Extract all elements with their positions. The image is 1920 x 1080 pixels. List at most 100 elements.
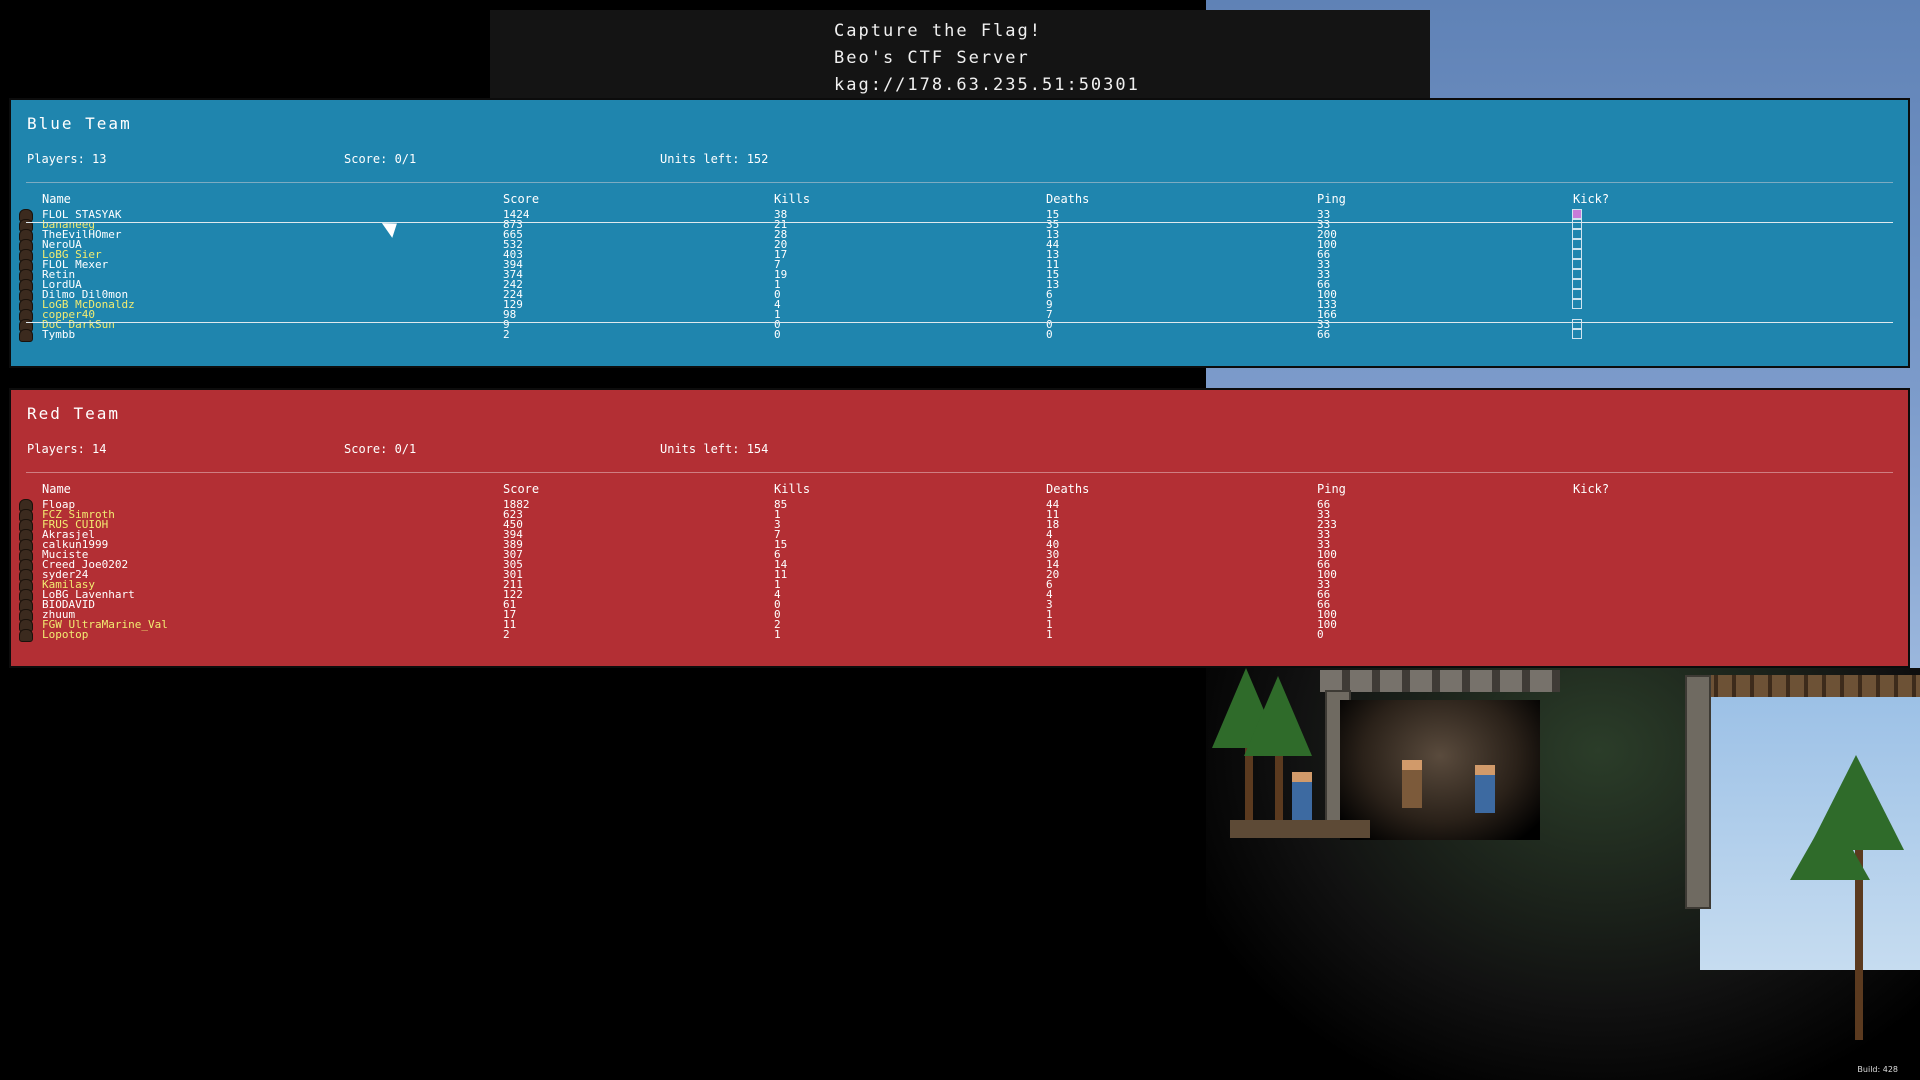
- player-ping: 33: [1317, 268, 1331, 281]
- player-head-icon: [19, 629, 33, 642]
- units-left: Units left: 154: [660, 442, 769, 456]
- player-row[interactable]: LoBG Sier 403 17 13 66: [11, 249, 1908, 262]
- player-name: LoBG Lavenhart: [42, 588, 135, 601]
- server-address: kag://178.63.235.51:50301: [834, 75, 1140, 95]
- player-kills: 1: [774, 278, 781, 291]
- kick-checkbox[interactable]: [1572, 279, 1582, 289]
- kick-checkbox[interactable]: [1572, 299, 1582, 309]
- player-kills: 15: [774, 538, 788, 551]
- player-list: FLOL STASYAK 1424 38 15 33 bananeeg 873 21 35 33 T…: [11, 209, 1908, 342]
- player-score: 9: [503, 318, 510, 331]
- player-row[interactable]: syder24 301 11 20 100: [11, 568, 1908, 582]
- player-row[interactable]: FLOL STASYAK 1424 38 15 33: [11, 209, 1908, 222]
- player-row[interactable]: NeroUA 532 20 44 100: [11, 238, 1908, 252]
- player-row[interactable]: LordUA 242 1 13 66: [11, 278, 1908, 292]
- pine-tree: [1790, 810, 1870, 880]
- player-ping: 33: [1317, 508, 1331, 521]
- player-deaths: 44: [1046, 498, 1060, 511]
- player-row[interactable]: FLOL Mexer 394 7 11 33: [11, 258, 1908, 272]
- player-kills: 85: [774, 498, 788, 511]
- stone-roof: [1320, 670, 1560, 692]
- kick-checkbox[interactable]: [1572, 229, 1582, 239]
- player-row[interactable]: Creed Joe0202 305 14 14 66: [11, 558, 1908, 572]
- player-kills: 3: [774, 518, 781, 531]
- player-score: 665: [503, 228, 523, 241]
- player-kills: 14: [774, 558, 788, 571]
- row-divider: [26, 322, 1893, 323]
- player-kills: 1: [774, 578, 781, 591]
- player-kills: 19: [774, 268, 788, 281]
- player-ping: 66: [1317, 558, 1331, 571]
- player-row[interactable]: Kamilasy 211 1 6 33: [11, 578, 1908, 592]
- player-deaths: 35: [1046, 218, 1060, 231]
- player-deaths: 40: [1046, 538, 1060, 551]
- player-deaths: 30: [1046, 548, 1060, 561]
- player-row[interactable]: bananeeg 873 21 35 33: [11, 218, 1908, 232]
- player-score: 307: [503, 548, 523, 561]
- kick-checkbox[interactable]: [1572, 239, 1582, 249]
- player-kills: 4: [774, 588, 781, 601]
- player-row[interactable]: Muciste 307 6 30 100: [11, 548, 1908, 562]
- player-kills: 7: [774, 258, 781, 271]
- player-row[interactable]: zhuum 17 0 1 100: [11, 608, 1908, 622]
- player-list: Floap 1882 85 44 66 FCZ Simroth 623 1 11 33 FRUS C…: [11, 498, 1908, 642]
- player-deaths: 0: [1046, 318, 1053, 331]
- kick-checkbox[interactable]: [1572, 329, 1582, 339]
- kick-checkbox[interactable]: [1572, 269, 1582, 279]
- players-count: Players: 14: [27, 442, 107, 456]
- player-row[interactable]: calkun1999 389 15 40 33: [11, 538, 1908, 552]
- row-divider: [26, 222, 1893, 223]
- player-name: calkun1999: [42, 538, 109, 551]
- player-ping: 33: [1317, 538, 1331, 551]
- player-row[interactable]: FGW UltraMarine_Val 11 2 1 100: [11, 619, 1908, 632]
- player-row[interactable]: Dilmo Dil0mon 224 0 6 100: [11, 288, 1908, 302]
- player-ping: 0: [1317, 628, 1324, 641]
- player-ping: 166: [1317, 308, 1337, 321]
- player-row[interactable]: Floap 1882 85 44 66: [11, 498, 1908, 512]
- column-header-score: Score: [503, 482, 540, 496]
- player-row[interactable]: BIODAVID 61 0 3 66: [11, 599, 1908, 612]
- player-name: DoC DarkSun: [42, 318, 115, 331]
- player-row[interactable]: FRUS CUIOH 450 3 18 233: [11, 518, 1908, 532]
- player-row[interactable]: Akrasjel 394 7 4 33: [11, 529, 1908, 542]
- player-deaths: 0: [1046, 328, 1053, 341]
- player-name: TheEvilHOmer: [42, 228, 122, 241]
- player-score: 873: [503, 218, 523, 231]
- palm-tree: [1244, 676, 1312, 756]
- player-row[interactable]: FCZ Simroth 623 1 11 33: [11, 508, 1908, 522]
- player-ping: 33: [1317, 578, 1331, 591]
- player-ping: 200: [1317, 228, 1337, 241]
- player-row[interactable]: copper40 98 1 7 166: [11, 308, 1908, 322]
- player-kills: 11: [774, 568, 788, 581]
- player-kills: 0: [774, 608, 781, 621]
- player-deaths: 1: [1046, 608, 1053, 621]
- player-row[interactable]: LoBG Lavenhart 122 4 4 66: [11, 588, 1908, 602]
- player-score: 242: [503, 278, 523, 291]
- player-score: 122: [503, 588, 523, 601]
- tree-trunk: [1855, 850, 1863, 1040]
- player-row[interactable]: Lopotop 2 1 1 0: [11, 628, 1908, 642]
- kick-checkbox[interactable]: [1572, 289, 1582, 299]
- player-score: 450: [503, 518, 523, 531]
- player-kills: 0: [774, 318, 781, 331]
- column-header-name: Name: [42, 482, 71, 496]
- player-kills: 21: [774, 218, 788, 231]
- player-row[interactable]: Retin 374 19 15 33: [11, 268, 1908, 282]
- player-row[interactable]: TheEvilHOmer 665 28 13 200: [11, 228, 1908, 242]
- player-score: 389: [503, 538, 523, 551]
- player-row[interactable]: Tymbb 2 0 0 66: [11, 328, 1908, 342]
- kick-checkbox[interactable]: [1572, 319, 1582, 329]
- player-deaths: 6: [1046, 288, 1053, 301]
- player-name: Kamilasy: [42, 578, 95, 591]
- player-score: 1882: [503, 498, 530, 511]
- kick-checkbox[interactable]: [1572, 209, 1582, 219]
- player-row[interactable]: LoGB McDonaldz 129 4 9 133: [11, 299, 1908, 312]
- kick-checkbox[interactable]: [1572, 249, 1582, 259]
- kick-checkbox[interactable]: [1572, 219, 1582, 229]
- player-name: copper40: [42, 308, 95, 321]
- red-team-panel: Red Team Players: 14 Score: 0/1 Units le…: [9, 388, 1910, 668]
- player-name: NeroUA: [42, 238, 82, 251]
- column-header-score: Score: [503, 192, 540, 206]
- player-kills: 0: [774, 288, 781, 301]
- kick-checkbox[interactable]: [1572, 259, 1582, 269]
